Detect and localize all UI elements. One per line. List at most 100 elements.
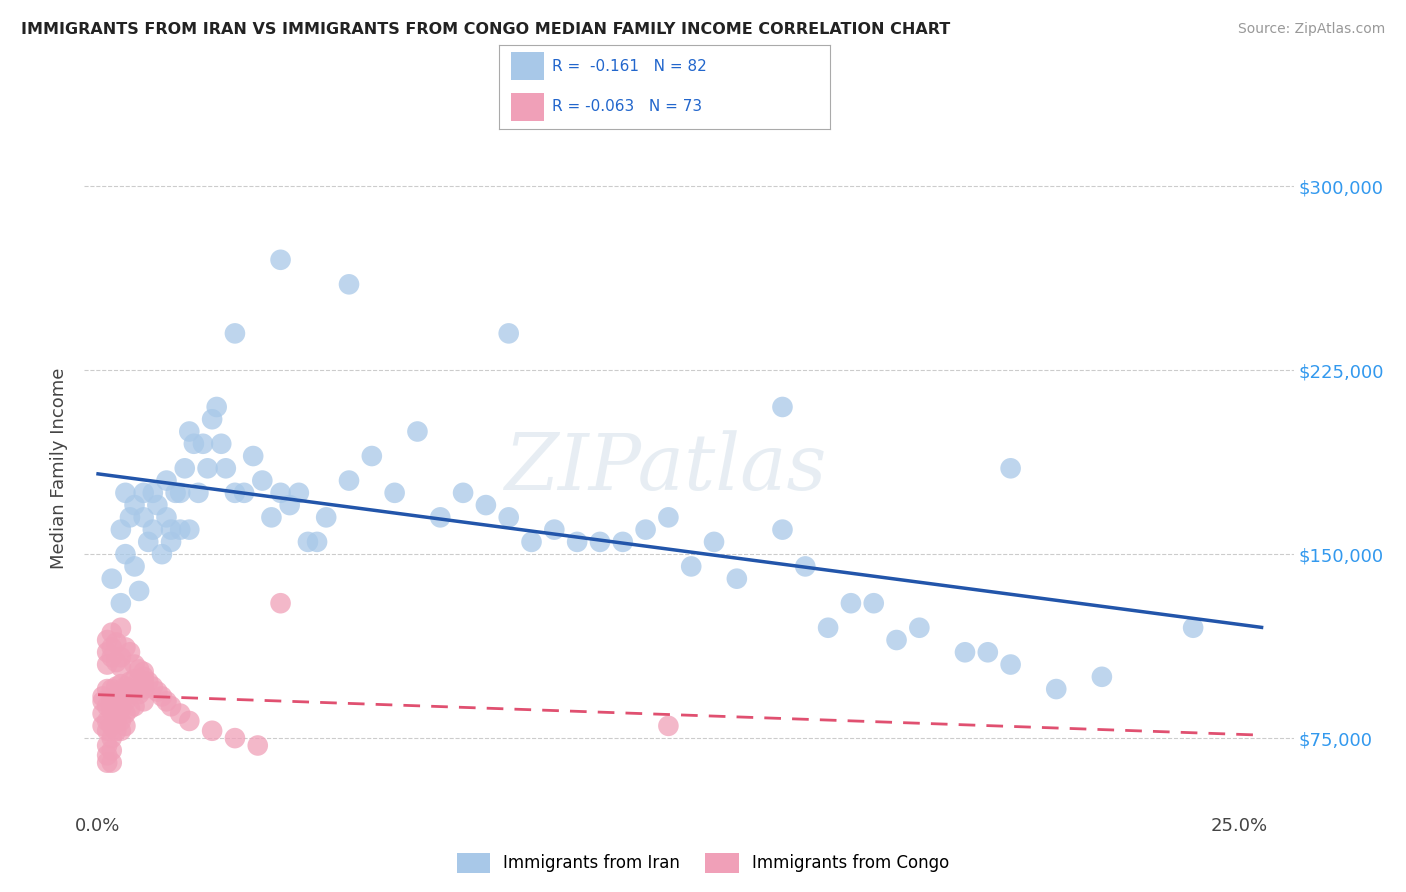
- Point: [128, 662, 150, 677]
- Text: Source: ZipAtlas.com: Source: ZipAtlas.com: [1237, 22, 1385, 37]
- Point: [315, 510, 337, 524]
- Point: [105, 690, 128, 704]
- Point: [160, 523, 183, 537]
- Point: [150, 690, 173, 704]
- Point: [260, 510, 283, 524]
- Point: [114, 706, 136, 721]
- Point: [105, 680, 128, 694]
- Point: [132, 510, 155, 524]
- Point: [110, 690, 132, 704]
- Point: [91, 719, 114, 733]
- Point: [246, 739, 269, 753]
- Point: [1000, 657, 1022, 672]
- Point: [270, 485, 292, 500]
- Legend: Immigrants from Iran, Immigrants from Congo: Immigrants from Iran, Immigrants from Co…: [450, 847, 956, 880]
- Point: [110, 701, 132, 715]
- Point: [96, 633, 118, 648]
- Point: [142, 680, 165, 694]
- Point: [886, 633, 908, 648]
- Point: [118, 674, 141, 689]
- Point: [160, 699, 183, 714]
- Point: [110, 650, 132, 665]
- Point: [197, 461, 219, 475]
- Point: [451, 485, 474, 500]
- Point: [657, 719, 679, 733]
- Point: [191, 437, 214, 451]
- Point: [201, 723, 224, 738]
- Point: [118, 687, 141, 701]
- Point: [794, 559, 817, 574]
- Point: [565, 535, 588, 549]
- Point: [953, 645, 976, 659]
- Point: [114, 640, 136, 655]
- Bar: [510, 93, 544, 120]
- Point: [96, 681, 118, 696]
- Point: [252, 474, 274, 488]
- Point: [360, 449, 382, 463]
- Point: [91, 706, 114, 721]
- Point: [132, 670, 155, 684]
- Point: [908, 621, 931, 635]
- Point: [179, 425, 201, 439]
- Point: [817, 621, 839, 635]
- Point: [725, 572, 748, 586]
- Point: [114, 547, 136, 561]
- Point: [110, 523, 132, 537]
- Point: [132, 681, 155, 696]
- Text: ZIPatlas: ZIPatlas: [503, 430, 825, 507]
- Point: [384, 485, 406, 500]
- Point: [100, 694, 122, 708]
- Bar: [510, 53, 544, 80]
- Point: [142, 485, 165, 500]
- Point: [96, 748, 118, 763]
- Point: [132, 665, 155, 679]
- Point: [110, 714, 132, 728]
- Point: [543, 523, 565, 537]
- Point: [91, 694, 114, 708]
- Point: [96, 723, 118, 738]
- Point: [839, 596, 862, 610]
- Point: [96, 657, 118, 672]
- Point: [105, 655, 128, 669]
- Point: [224, 326, 246, 341]
- Point: [150, 547, 173, 561]
- Point: [124, 498, 146, 512]
- Point: [118, 645, 141, 659]
- Point: [128, 584, 150, 599]
- Point: [1045, 681, 1067, 696]
- Point: [124, 559, 146, 574]
- Point: [100, 743, 122, 757]
- Text: IMMIGRANTS FROM IRAN VS IMMIGRANTS FROM CONGO MEDIAN FAMILY INCOME CORRELATION C: IMMIGRANTS FROM IRAN VS IMMIGRANTS FROM …: [21, 22, 950, 37]
- Point: [142, 523, 165, 537]
- Point: [1182, 621, 1205, 635]
- Point: [498, 510, 520, 524]
- Point: [114, 680, 136, 694]
- Point: [173, 461, 195, 475]
- Point: [703, 535, 725, 549]
- Point: [634, 523, 657, 537]
- Point: [520, 535, 543, 549]
- Point: [110, 723, 132, 738]
- Point: [110, 596, 132, 610]
- Point: [862, 596, 884, 610]
- Point: [114, 485, 136, 500]
- Point: [155, 510, 177, 524]
- Point: [160, 535, 183, 549]
- Point: [429, 510, 451, 524]
- Point: [96, 756, 118, 770]
- Point: [977, 645, 1000, 659]
- Point: [337, 277, 360, 292]
- Point: [179, 714, 201, 728]
- Point: [612, 535, 634, 549]
- Point: [146, 684, 169, 698]
- Point: [136, 535, 159, 549]
- Point: [105, 714, 128, 728]
- Point: [105, 635, 128, 649]
- Point: [1091, 670, 1114, 684]
- Point: [96, 714, 118, 728]
- Point: [105, 723, 128, 738]
- Y-axis label: Median Family Income: Median Family Income: [51, 368, 69, 569]
- Point: [118, 510, 141, 524]
- Point: [242, 449, 264, 463]
- Point: [187, 485, 209, 500]
